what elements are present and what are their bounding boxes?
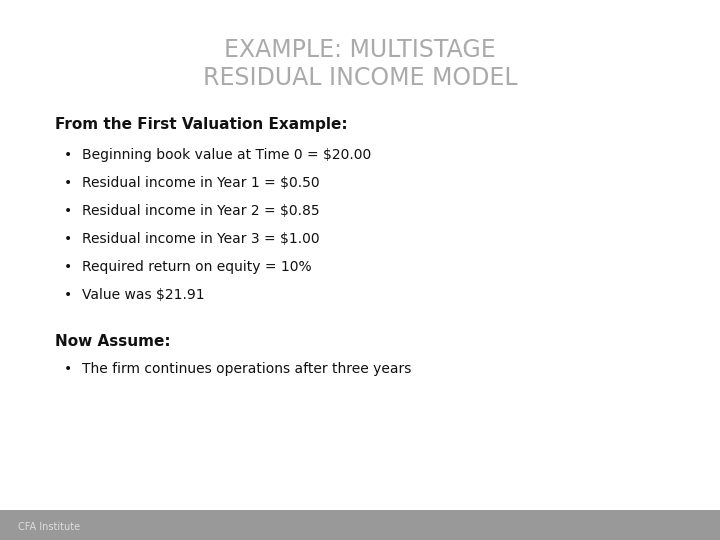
Text: •: •	[64, 288, 72, 302]
Bar	[0, 510, 720, 540]
Text: •: •	[64, 148, 72, 162]
Text: Residual income in Year 2 = $0.85: Residual income in Year 2 = $0.85	[82, 204, 320, 218]
Text: Now Assume:: Now Assume:	[55, 334, 171, 348]
Text: From the First Valuation Example:: From the First Valuation Example:	[55, 118, 348, 132]
Text: Value was $21.91: Value was $21.91	[82, 288, 204, 302]
Text: •: •	[64, 176, 72, 190]
Text: RESIDUAL INCOME MODEL: RESIDUAL INCOME MODEL	[203, 66, 517, 90]
Text: CFA Institute: CFA Institute	[18, 522, 80, 531]
Text: Residual income in Year 1 = $0.50: Residual income in Year 1 = $0.50	[82, 176, 320, 190]
Text: The firm continues operations after three years: The firm continues operations after thre…	[82, 362, 411, 376]
Text: Required return on equity = 10%: Required return on equity = 10%	[82, 260, 312, 274]
Text: •: •	[64, 362, 72, 376]
Text: •: •	[64, 232, 72, 246]
Text: •: •	[64, 260, 72, 274]
Text: EXAMPLE: MULTISTAGE: EXAMPLE: MULTISTAGE	[224, 38, 496, 62]
Text: Residual income in Year 3 = $1.00: Residual income in Year 3 = $1.00	[82, 232, 320, 246]
Text: •: •	[64, 204, 72, 218]
Text: Beginning book value at Time 0 = $20.00: Beginning book value at Time 0 = $20.00	[82, 148, 372, 162]
